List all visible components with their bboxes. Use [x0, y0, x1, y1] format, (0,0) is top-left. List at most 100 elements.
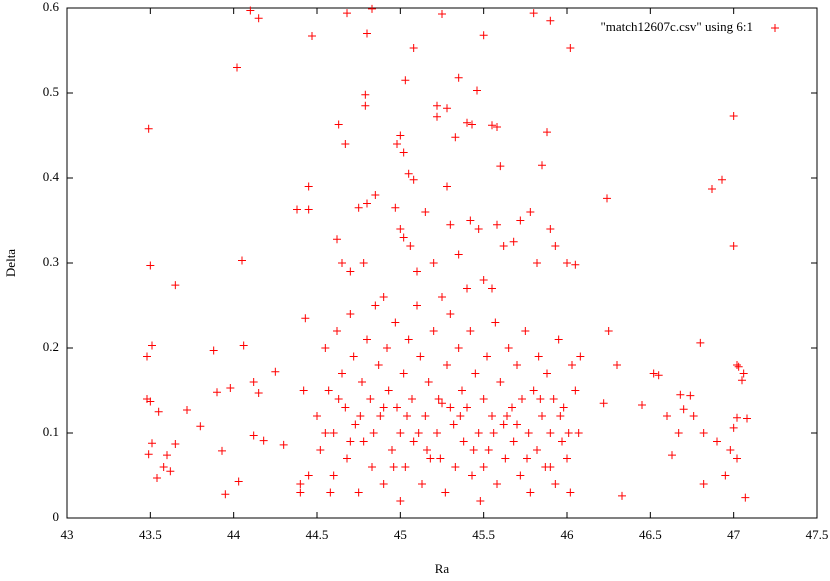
point: [533, 446, 541, 454]
point: [468, 120, 476, 129]
point: [421, 208, 430, 216]
point: [479, 395, 488, 403]
point: [493, 480, 501, 488]
point: [333, 327, 341, 335]
point: [733, 454, 741, 463]
x-tick-label: 45.5: [472, 527, 495, 542]
point: [618, 491, 626, 500]
point: [404, 169, 413, 178]
point: [346, 267, 355, 276]
point: [413, 301, 421, 310]
point: [226, 383, 235, 392]
point: [369, 429, 378, 437]
point: [538, 412, 546, 420]
point: [329, 471, 338, 480]
point: [443, 104, 451, 113]
point: [346, 310, 355, 318]
point: [488, 121, 496, 130]
point: [479, 31, 488, 40]
point: [409, 43, 418, 52]
point: [388, 446, 396, 454]
point: [418, 480, 426, 488]
point: [144, 124, 153, 133]
point: [524, 429, 533, 437]
point: [536, 395, 545, 403]
point: [401, 463, 410, 471]
point: [446, 220, 455, 229]
point: [209, 346, 218, 355]
point: [433, 101, 441, 110]
point: [354, 203, 363, 212]
point: [546, 16, 555, 25]
point: [393, 140, 401, 148]
point: [518, 395, 526, 403]
point: [741, 493, 750, 502]
point: [391, 203, 400, 212]
point: [254, 14, 263, 23]
point: [599, 399, 608, 408]
point: [546, 225, 555, 233]
y-tick-label: 0.5: [43, 84, 59, 99]
point: [396, 225, 405, 233]
point: [359, 259, 368, 267]
point: [329, 429, 338, 437]
point: [458, 386, 466, 395]
point: [403, 412, 411, 420]
point: [479, 276, 488, 284]
point: [393, 403, 401, 412]
point: [489, 429, 498, 437]
point: [304, 182, 313, 191]
point: [451, 133, 460, 142]
point: [433, 429, 441, 437]
point: [371, 191, 380, 199]
point: [713, 437, 721, 446]
point: [649, 369, 658, 378]
point: [308, 32, 316, 41]
point: [296, 488, 305, 497]
point: [363, 29, 371, 38]
point: [451, 463, 460, 471]
point: [426, 454, 435, 463]
x-tick-label: 44.5: [306, 527, 329, 542]
point: [218, 446, 226, 455]
point: [549, 395, 558, 403]
point: [556, 412, 565, 420]
legend-swatch: [771, 24, 779, 32]
point: [733, 413, 741, 422]
point: [521, 327, 530, 335]
point: [233, 63, 241, 72]
point: [414, 429, 423, 437]
point: [436, 454, 445, 463]
point: [699, 480, 708, 488]
point: [571, 386, 580, 395]
point: [441, 488, 450, 497]
point: [529, 9, 538, 18]
point: [299, 386, 308, 395]
point: [734, 362, 743, 371]
point: [708, 185, 716, 194]
point: [213, 388, 221, 397]
point: [361, 90, 370, 99]
point: [568, 361, 576, 369]
point: [551, 242, 560, 250]
point: [493, 123, 501, 131]
point: [379, 403, 388, 412]
point: [396, 429, 405, 437]
point: [424, 378, 433, 386]
point: [564, 429, 573, 437]
point: [488, 412, 496, 420]
point: [438, 399, 446, 408]
plot-frame: [66, 7, 818, 519]
x-tick-label: 47: [727, 527, 741, 542]
point: [421, 412, 430, 420]
point: [334, 395, 343, 403]
point: [346, 437, 355, 446]
point: [324, 386, 333, 395]
point: [503, 412, 511, 420]
point: [259, 436, 268, 445]
point: [654, 371, 663, 380]
y-tick-label: 0.1: [43, 424, 59, 439]
point: [463, 403, 471, 412]
point: [429, 259, 438, 267]
